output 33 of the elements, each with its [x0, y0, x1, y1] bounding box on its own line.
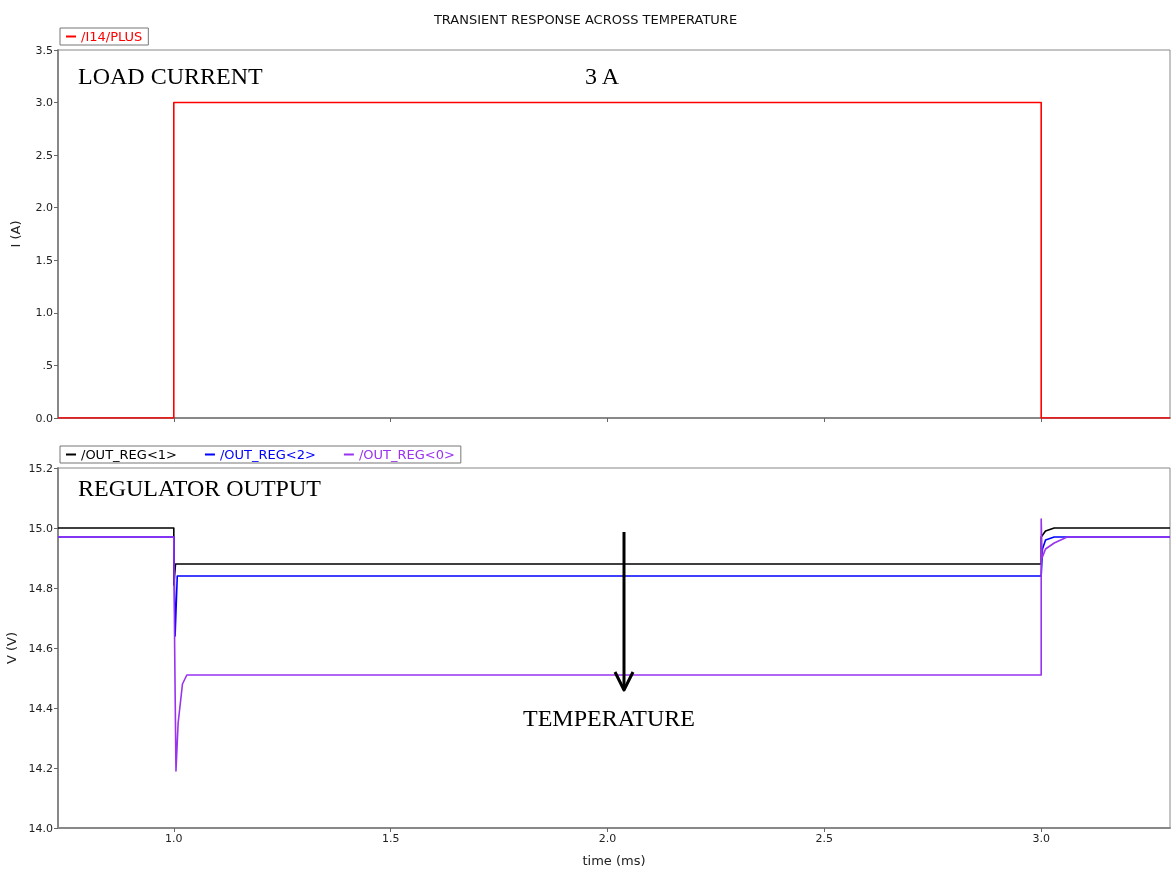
annotation: REGULATOR OUTPUT — [78, 475, 322, 501]
y-tick-label: 3.5 — [35, 43, 53, 57]
y-tick-label: .5 — [42, 358, 53, 372]
chart-title: TRANSIENT RESPONSE ACROSS TEMPERATURE — [432, 12, 738, 27]
legend-label: /I14/PLUS — [81, 29, 143, 44]
y-tick-label: 1.0 — [35, 306, 53, 320]
annotation: 3 A — [585, 63, 620, 89]
y-axis-title: V (V) — [3, 631, 19, 665]
x-tick-label: 1.5 — [381, 832, 400, 845]
legend-label: /OUT_REG<2> — [219, 447, 316, 462]
y-tick-label: 14.4 — [28, 701, 53, 715]
y-tick-label: 14.0 — [28, 821, 53, 835]
y-tick-label: 15.2 — [28, 461, 53, 475]
legend-label: /OUT_REG<1> — [81, 447, 177, 462]
y-tick-label: 3.0 — [35, 96, 53, 110]
x-tick-label: 2.0 — [598, 832, 617, 845]
y-tick-label: 14.2 — [28, 761, 53, 775]
annotation: LOAD CURRENT — [78, 63, 263, 89]
y-tick-label: 14.8 — [28, 581, 53, 595]
y-tick-label: 2.5 — [35, 148, 53, 162]
x-tick-label: 3.0 — [1032, 832, 1050, 845]
x-tick-label: 2.5 — [815, 832, 834, 845]
line-series — [57, 518, 1171, 772]
y-tick-label: 0.0 — [35, 411, 53, 425]
y-tick-label: 14.6 — [28, 641, 53, 655]
y-tick-label: 1.5 — [35, 253, 53, 267]
y-axis-title: I (A) — [8, 220, 23, 248]
y-tick-label: 15.0 — [28, 521, 53, 535]
annotation: TEMPERATURE — [523, 705, 696, 731]
x-tick-label: 1.0 — [165, 832, 183, 845]
x-axis-title: time (ms) — [582, 853, 646, 868]
y-tick-label: 2.0 — [35, 201, 53, 215]
legend-label: /OUT_REG<0> — [358, 447, 455, 462]
